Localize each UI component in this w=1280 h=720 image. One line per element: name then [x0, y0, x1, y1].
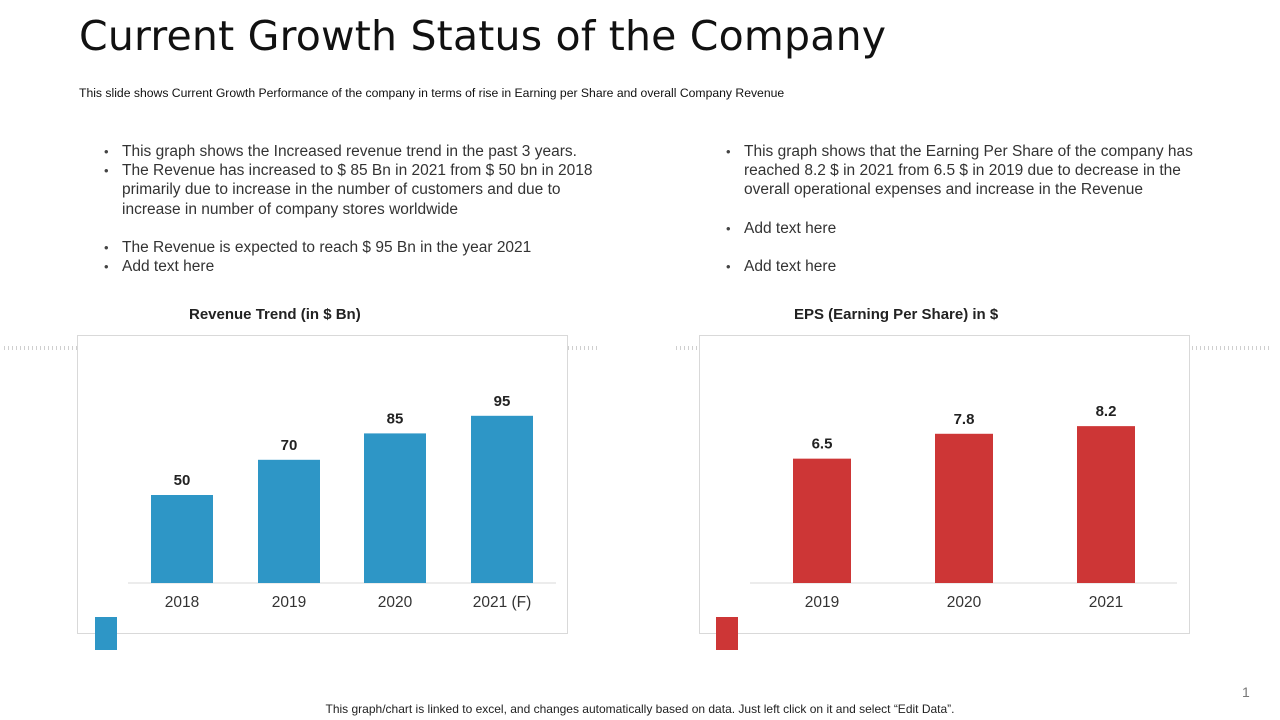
- bar-2020[interactable]: [935, 433, 993, 583]
- x-tick-label-2021: 2021: [1089, 594, 1123, 611]
- bar-2019[interactable]: [793, 458, 851, 583]
- eps-chart-plot: 6.5 2019 7.8 2020 8.2 2021: [750, 403, 1177, 611]
- footer-note: This graph/chart is linked to excel, and…: [325, 702, 955, 716]
- bullet-item: The Revenue is expected to reach $ 95 Bn…: [104, 238, 604, 257]
- bullet-item: The Revenue has increased to $ 85 Bn in …: [104, 161, 604, 219]
- data-label-2021-f: 95: [494, 393, 511, 410]
- bullet-item: Add text here: [104, 257, 604, 276]
- bar-2021-f[interactable]: [471, 415, 533, 583]
- eps-chart[interactable]: 6.5 2019 7.8 2020 8.2 2021: [699, 335, 1190, 634]
- x-tick-label-2020: 2020: [378, 594, 413, 611]
- x-tick-label-2018: 2018: [165, 594, 199, 611]
- data-label-2021: 8.2: [1096, 403, 1117, 420]
- bullet-item: This graph shows that the Earning Per Sh…: [726, 142, 1216, 200]
- revenue-chart-plot: 50 2018 70 2019 85 2020 95 2021 (F): [128, 393, 556, 611]
- eps-bullet-list: This graph shows that the Earning Per Sh…: [726, 142, 1216, 277]
- x-tick-label-2019: 2019: [805, 594, 839, 611]
- revenue-chart[interactable]: 50 2018 70 2019 85 2020 95 2021 (F): [77, 335, 568, 634]
- revenue-chart-title: Revenue Trend (in $ Bn): [189, 306, 361, 323]
- page-number: 1: [1242, 684, 1250, 700]
- revenue-legend-swatch: [95, 617, 117, 650]
- data-label-2020: 7.8: [954, 411, 975, 428]
- bar-2019[interactable]: [258, 459, 320, 583]
- bar-2018[interactable]: [151, 495, 213, 583]
- eps-legend-swatch: [716, 617, 738, 650]
- data-label-2019: 70: [281, 437, 298, 454]
- eps-chart-title: EPS (Earning Per Share) in $: [794, 306, 999, 323]
- data-label-2019: 6.5: [812, 436, 833, 453]
- bar-2021[interactable]: [1077, 426, 1135, 583]
- data-label-2020: 85: [387, 410, 404, 427]
- bullet-item: Add text here: [726, 219, 1216, 238]
- x-tick-label-2021-f: 2021 (F): [473, 594, 532, 611]
- data-label-2018: 50: [174, 472, 191, 489]
- bullet-item: This graph shows the Increased revenue t…: [104, 142, 604, 161]
- revenue-bullet-list: This graph shows the Increased revenue t…: [104, 142, 604, 277]
- bullet-item: Add text here: [726, 257, 1216, 276]
- bar-2020[interactable]: [364, 433, 426, 583]
- x-tick-label-2020: 2020: [947, 594, 982, 611]
- slide-subtitle: This slide shows Current Growth Performa…: [79, 86, 785, 100]
- x-tick-label-2019: 2019: [272, 594, 306, 611]
- slide-title: Current Growth Status of the Company: [79, 12, 887, 60]
